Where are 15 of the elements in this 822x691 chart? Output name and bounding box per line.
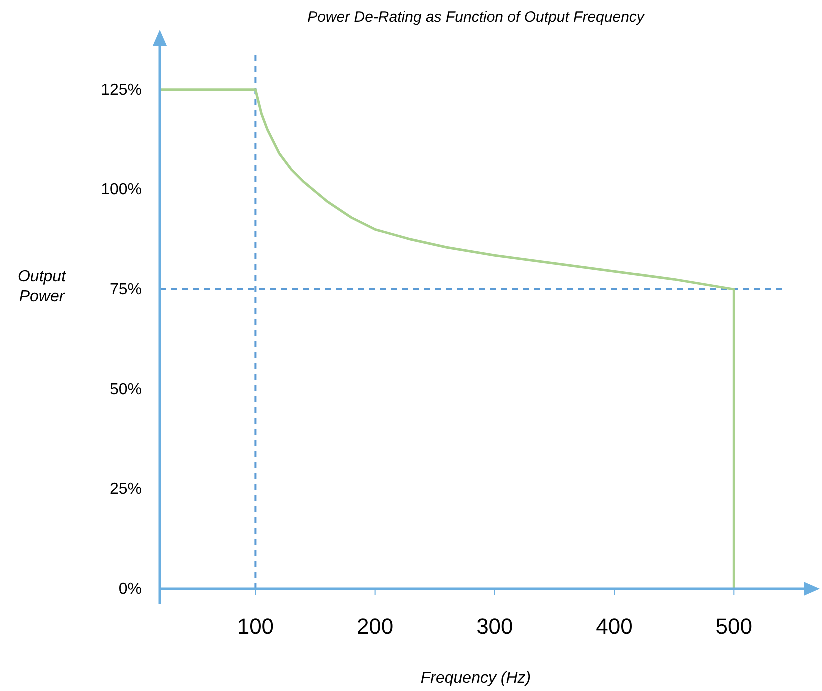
y-tick-label: 100% (101, 182, 142, 199)
y-tick-label: 75% (110, 282, 142, 299)
y-tick-label: 25% (110, 481, 142, 498)
y-tick-label: 125% (101, 82, 142, 99)
line-series (158, 88, 736, 590)
chart-title: Power De-Rating as Function of Output Frequency (308, 9, 646, 26)
x-tick-label: 100 (237, 614, 274, 639)
x-axis-title: Frequency (Hz) (420, 670, 532, 687)
y-tick-label: 50% (110, 381, 142, 398)
x-tick-label: 300 (476, 614, 514, 639)
y-tick-label: 0% (118, 581, 142, 598)
x-tick-label: 500 (716, 614, 753, 639)
y-axis-title: Output Power (18, 268, 67, 306)
x-tick-label: 200 (356, 614, 394, 639)
x-tick-label: 400 (596, 614, 633, 639)
